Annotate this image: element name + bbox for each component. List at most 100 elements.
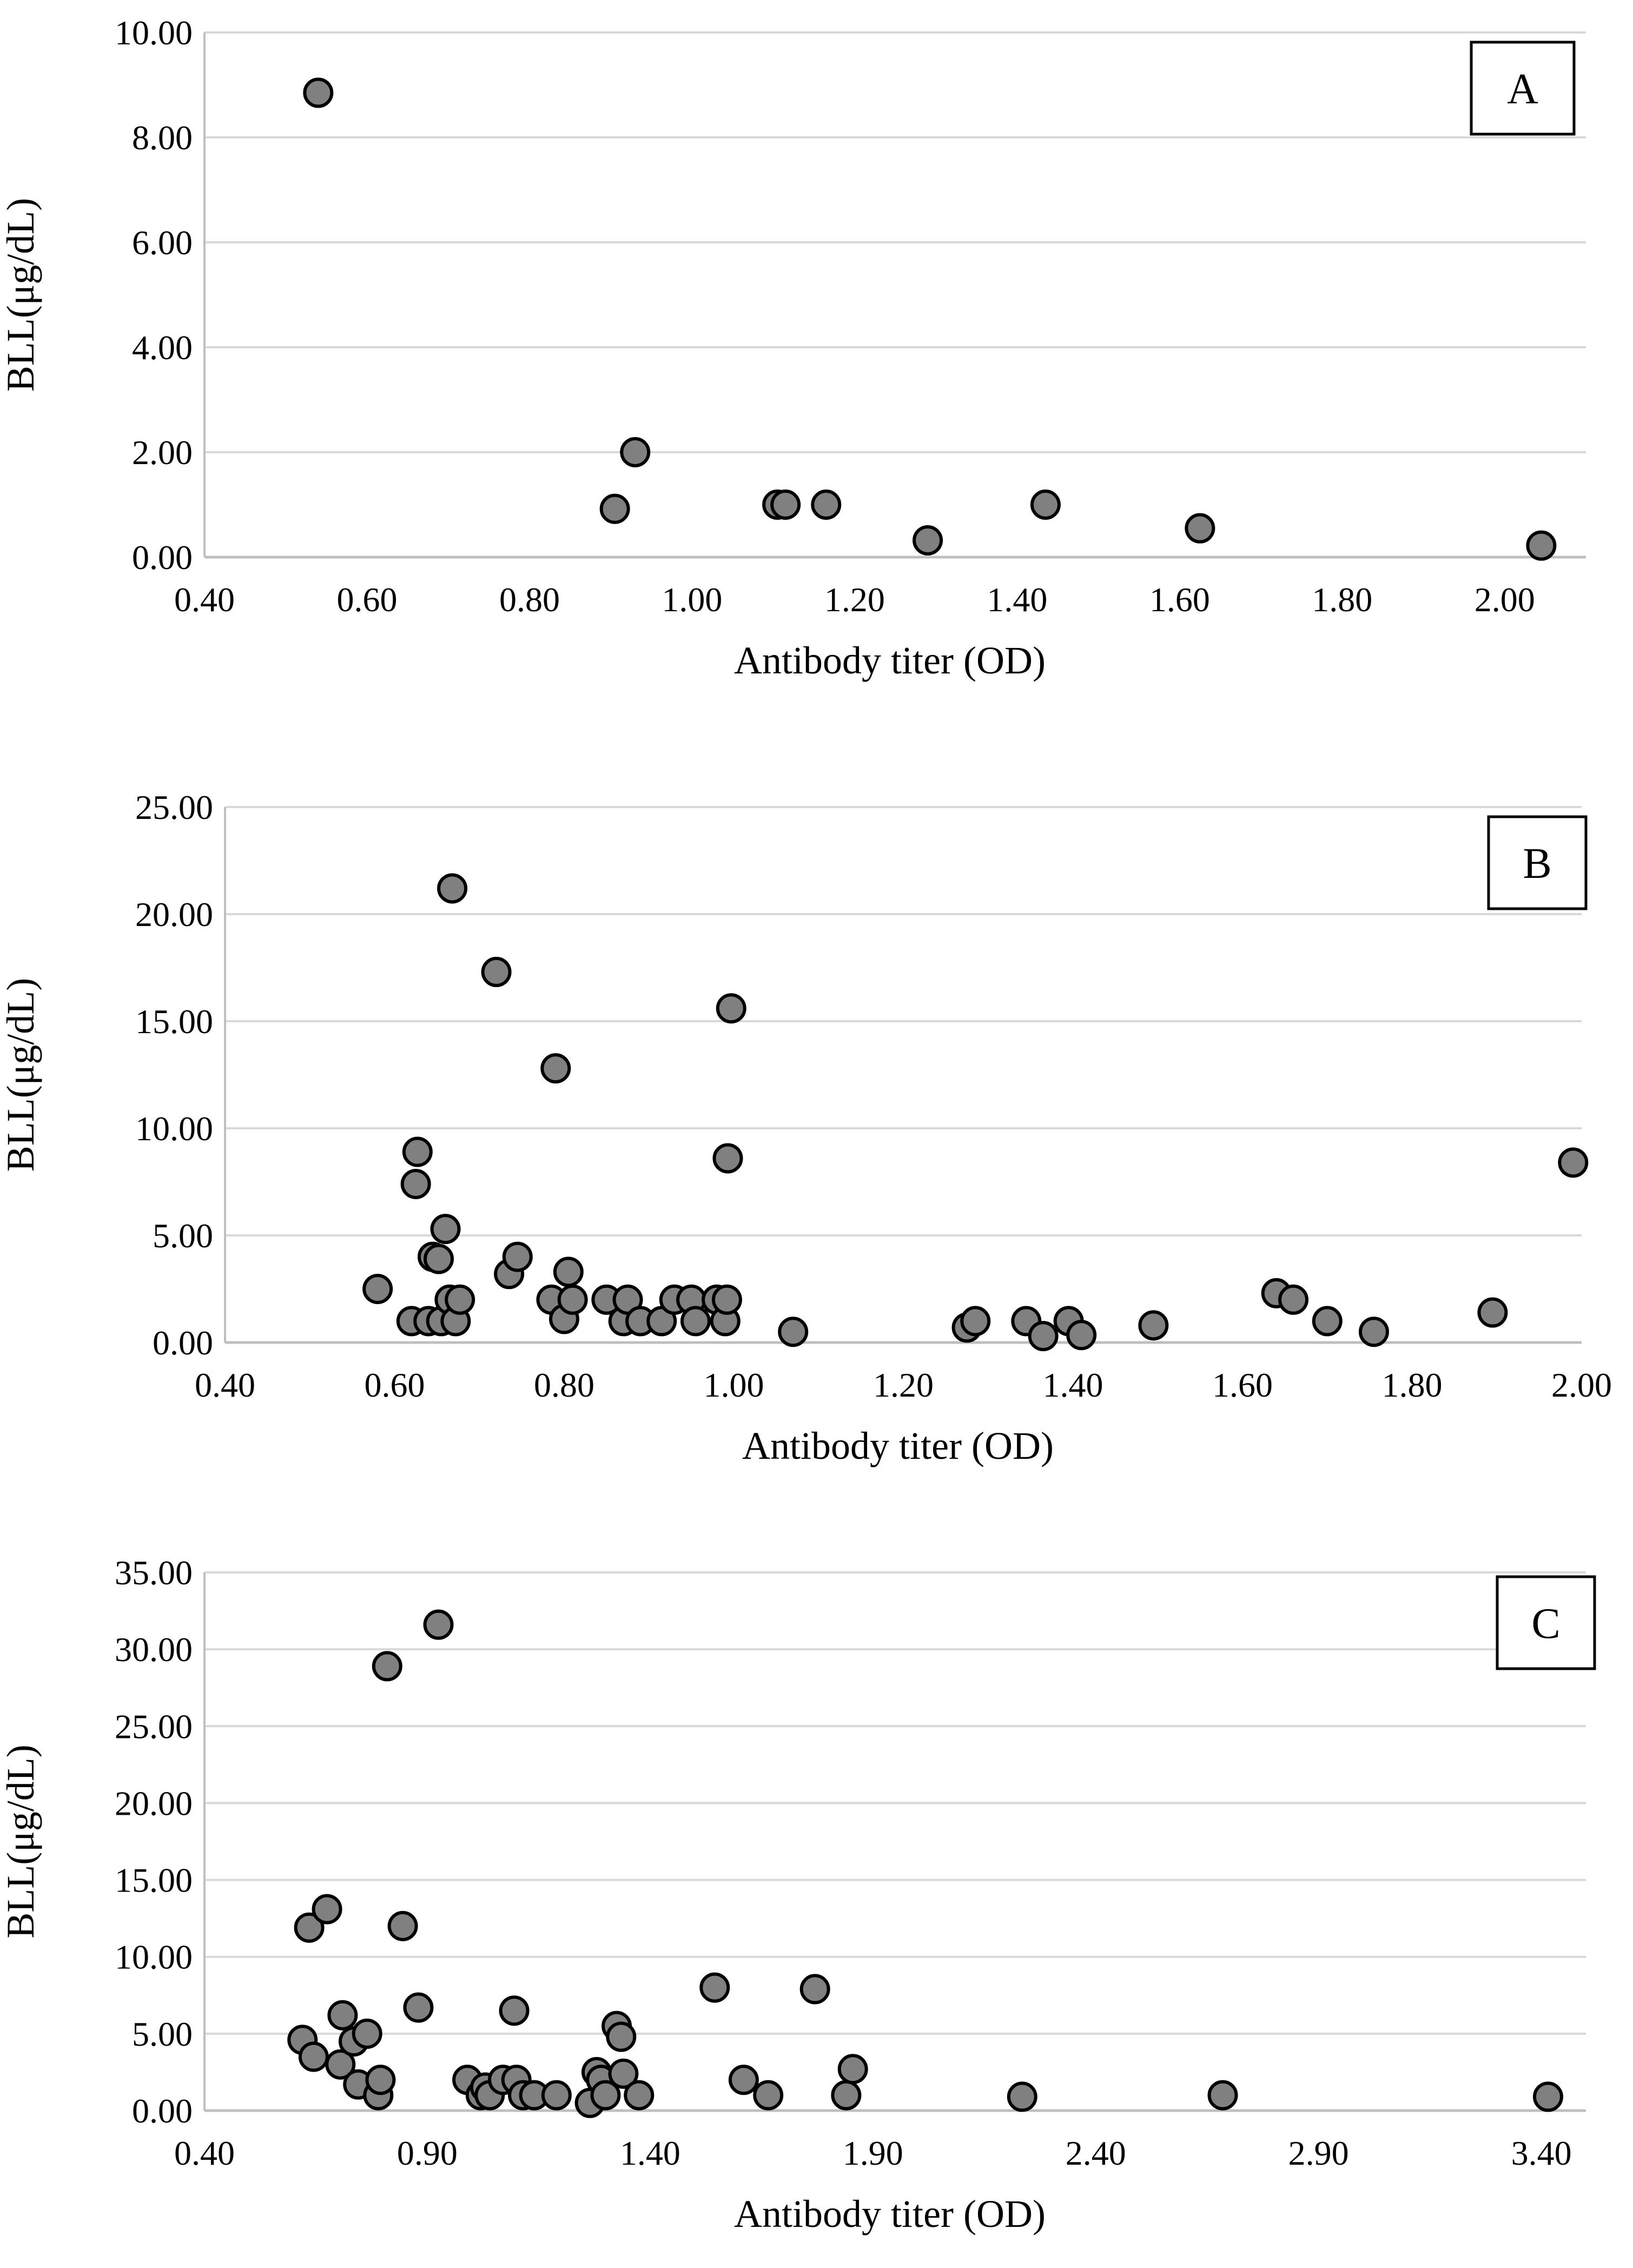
- panel-c-y-tick-label: 10.00: [115, 1938, 193, 1976]
- panel-a-y-tick-label: 2.00: [132, 433, 193, 472]
- panel-b-data-point: [1066, 1320, 1097, 1351]
- panel-a-x-tick-label: 0.40: [174, 580, 235, 619]
- panel-c-x-axis-title: Antibody titer (OD): [734, 2192, 1046, 2236]
- panel-c-data-point: [327, 2000, 358, 2031]
- panel-b-data-point: [1477, 1297, 1508, 1328]
- panel-c-x-tick-label: 1.40: [620, 2134, 680, 2172]
- panel-c-x-tick-label: 3.40: [1511, 2134, 1572, 2172]
- panel-a-data-point: [770, 490, 801, 520]
- panel-a-x-tick-label: 1.20: [824, 580, 885, 619]
- panel-b-data-point: [402, 1136, 433, 1167]
- panel-b-label: B: [1523, 840, 1551, 888]
- panel-b-data-point: [481, 956, 512, 987]
- panel-b-y-tick-label: 20.00: [135, 895, 213, 934]
- panel-b-data-point: [400, 1168, 431, 1199]
- panel-b-data-point: [430, 1214, 461, 1245]
- panel-a-gridlines: [203, 31, 1586, 557]
- panel-b-x-tick-label: 2.00: [1551, 1366, 1612, 1404]
- panel-b-points: [362, 873, 1589, 1352]
- panel-c-data-point: [325, 2049, 356, 2080]
- panel-c-data-point: [1007, 2081, 1037, 2112]
- panel-a-y-tick-label: 6.00: [132, 223, 193, 262]
- panel-b-data-point: [716, 993, 746, 1024]
- panel-b-data-point: [1138, 1310, 1169, 1341]
- panel-b-y-tick-label: 5.00: [153, 1216, 213, 1255]
- panel-b-data-point: [1278, 1284, 1309, 1315]
- panel-b-x-axis-title: Antibody titer (OD): [742, 1424, 1054, 1467]
- panel-c: 0.00 5.00 10.00 15.00 20.00 25.00 30.00 35.00 0…: [0, 1553, 1596, 2236]
- panel-a-data-point: [811, 490, 842, 520]
- panel-c-y-tick-label: 15.00: [115, 1861, 193, 1900]
- panel-b-x-tick-label: 1.00: [704, 1366, 764, 1404]
- panel-b-data-point: [437, 873, 468, 904]
- panel-c-data-point: [753, 2080, 784, 2111]
- panel-b-data-point: [960, 1306, 991, 1337]
- panel-a-y-tick-label: 4.00: [132, 328, 193, 367]
- panel-b-y-axis-title: BLL(μg/dL): [0, 978, 42, 1172]
- panel-c-y-tick-label: 30.00: [115, 1630, 193, 1669]
- panel-b-data-point: [1028, 1321, 1059, 1352]
- panel-a-y-axis-title: BLL(μg/dL): [0, 198, 42, 392]
- panel-a-x-tick-label: 0.80: [499, 580, 560, 619]
- panel-c-y-tick-label: 25.00: [115, 1707, 193, 1745]
- panel-a-data-point: [303, 77, 334, 108]
- panel-b-data-point: [680, 1306, 711, 1337]
- panel-c-x-tick-label: 0.90: [397, 2134, 458, 2172]
- panel-a-y-tick-labels: 0.00 2.00 4.00 6.00 8.00 10.00: [115, 14, 193, 577]
- panel-c-y-tick-label: 5.00: [132, 2015, 193, 2053]
- panel-b-x-tick-label: 0.60: [365, 1366, 425, 1404]
- panel-c-data-point: [294, 1912, 325, 1943]
- panel-b-label-box: [1487, 815, 1588, 910]
- panel-b-x-tick-labels: 0.40 0.60 0.80 1.00 1.20 1.40 1.60 1.80 2.00: [195, 1366, 1612, 1404]
- panel-b-x-tick-label: 0.80: [534, 1366, 594, 1404]
- panel-a-y-tick-label: 8.00: [132, 118, 193, 157]
- panel-c-data-point: [352, 2018, 382, 2049]
- panel-c-data-point: [699, 1972, 730, 2003]
- panel-a-data-point: [1185, 513, 1215, 544]
- panel-c-data-point: [728, 2065, 759, 2095]
- panel-c-data-point: [541, 2080, 572, 2111]
- panel-c-data-point: [608, 2058, 639, 2089]
- panel-c-data-point: [590, 2080, 621, 2111]
- panel-c-data-point: [403, 1992, 434, 2023]
- panel-c-x-tick-label: 1.90: [843, 2134, 903, 2172]
- panel-c-points: [287, 1609, 1563, 2118]
- panel-a-y-tick-label: 0.00: [132, 538, 193, 577]
- panel-b-data-point: [1312, 1306, 1343, 1337]
- panel-a-data-point: [620, 437, 651, 467]
- panel-c-data-point: [499, 1995, 530, 2026]
- panel-a-y-tick-label: 10.00: [115, 14, 193, 52]
- panel-b-data-point: [1558, 1147, 1589, 1178]
- panel-c-data-point: [831, 2080, 862, 2111]
- panel-b-data-point: [711, 1284, 742, 1315]
- panel-c-data-point: [1207, 2080, 1238, 2111]
- panel-c-x-tick-label: 0.40: [174, 2134, 235, 2172]
- panel-a-label-box: [1470, 41, 1576, 136]
- panel-a-x-tick-label: 0.60: [336, 580, 397, 619]
- panel-c-data-point: [372, 1651, 402, 1682]
- panel-b-y-tick-label: 15.00: [135, 1002, 213, 1041]
- panel-b-data-point: [540, 1053, 571, 1084]
- panel-b-data-point: [1358, 1317, 1389, 1347]
- panel-c-y-tick-label: 20.00: [115, 1784, 193, 1822]
- panel-b-data-point: [778, 1317, 809, 1347]
- panel-b-data-point: [445, 1284, 475, 1315]
- panel-a-x-tick-label: 2.00: [1475, 580, 1535, 619]
- panel-a-data-point: [1030, 490, 1061, 520]
- panel-b-y-tick-label: 25.00: [135, 788, 213, 826]
- panel-b-x-tick-label: 1.80: [1382, 1366, 1443, 1404]
- panel-b-x-tick-label: 1.60: [1212, 1366, 1273, 1404]
- panel-c-x-tick-label: 2.40: [1066, 2134, 1126, 2172]
- panel-c-gridlines: [203, 1571, 1586, 2111]
- panel-c-label: C: [1531, 1600, 1560, 1648]
- panel-b-data-point: [424, 1244, 454, 1274]
- panel-b-x-tick-label: 0.40: [195, 1366, 255, 1404]
- panel-b: 0.00 5.00 10.00 15.00 20.00 25.00 0.40 0.60 0.8…: [0, 788, 1612, 1467]
- panel-c-data-point: [799, 1974, 830, 2005]
- panel-a: 0.00 2.00 4.00 6.00 8.00 10.00 0.40 0.60 0.80 1.…: [0, 14, 1586, 682]
- panel-a-x-tick-labels: 0.40 0.60 0.80 1.00 1.20 1.40 1.60 1.80 2.00: [174, 580, 1535, 619]
- panel-a-data-point: [1526, 530, 1557, 561]
- panel-c-data-point: [312, 1894, 342, 1925]
